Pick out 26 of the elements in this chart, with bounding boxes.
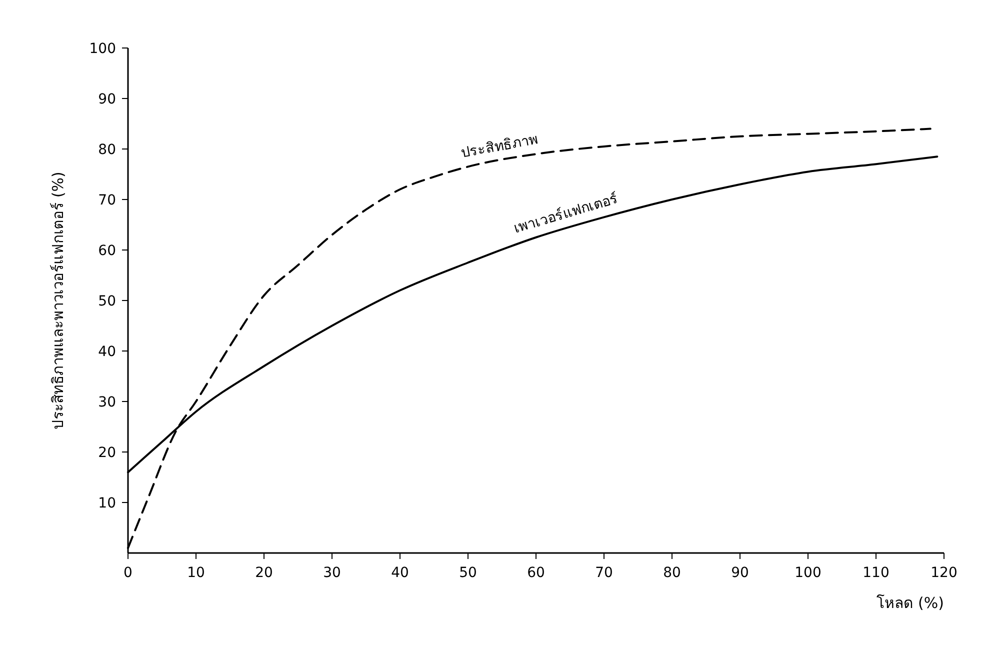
x-tick-label: 70 [595, 565, 613, 581]
y-tick-label: 80 [98, 142, 116, 158]
x-tick-label: 20 [255, 565, 273, 581]
x-tick-label: 50 [459, 565, 477, 581]
y-tick-label: 100 [89, 40, 116, 57]
y-tick-label: 20 [98, 444, 116, 461]
y-tick-label: 60 [98, 242, 116, 259]
x-tick-label: 120 [930, 565, 958, 581]
y-tick-label: 70 [98, 192, 116, 208]
x-tick-label: 30 [323, 565, 341, 581]
x-tick-label: 100 [794, 565, 822, 581]
x-tick-label: 10 [187, 565, 205, 581]
x-tick-label: 90 [731, 565, 749, 581]
y-tick-label: 90 [98, 91, 116, 108]
y-axis-title: ประสิทธิภาพและพาวเวอร์แฟกเตอร์ (%) [49, 172, 67, 430]
x-tick-label: 80 [663, 565, 681, 581]
x-tick-label: 40 [391, 565, 409, 581]
y-tick-label: 50 [98, 293, 116, 310]
y-tick-label: 10 [98, 495, 116, 512]
x-tick-label: 110 [862, 565, 890, 581]
y-tick-label: 30 [98, 394, 116, 410]
x-tick-label: 60 [527, 565, 545, 581]
text: ประสิทธิภาพ [460, 132, 540, 162]
x-tick-label: 0 [124, 565, 132, 581]
x-axis-title: โหลด (%) [876, 594, 944, 612]
y-tick-label: 40 [98, 344, 116, 360]
